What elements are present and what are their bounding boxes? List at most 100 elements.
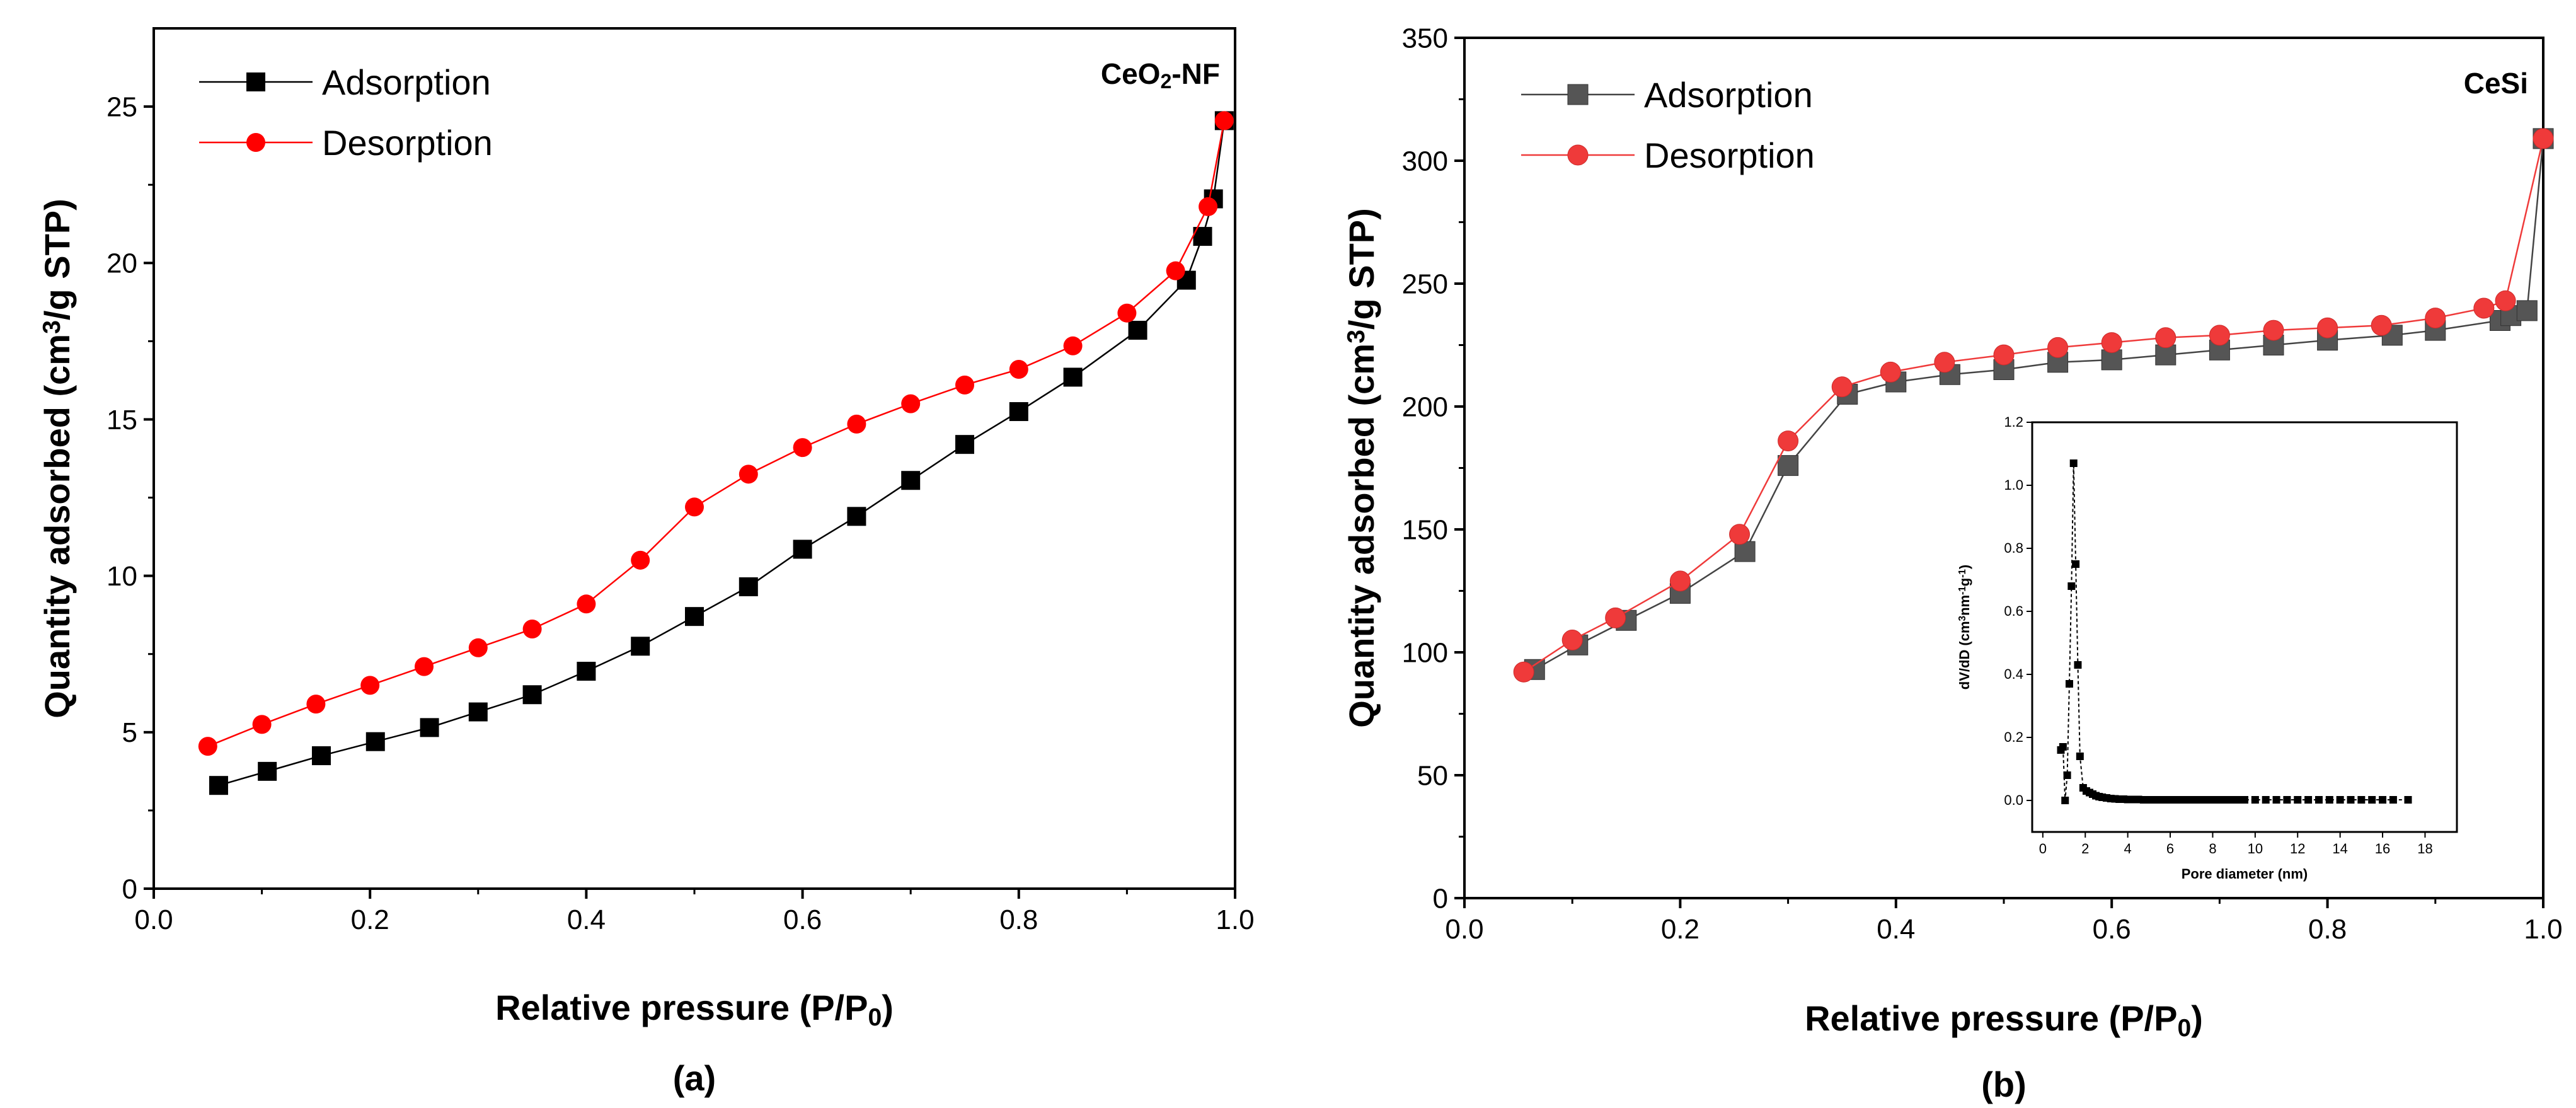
adsorption-point	[685, 607, 704, 626]
x-tick-label: 1.0	[1216, 904, 1254, 935]
inset-point	[2368, 796, 2376, 804]
desorption-point	[2473, 297, 2495, 319]
inset-x-tick-label: 12	[2290, 841, 2305, 857]
inset-y-tick-label: 0.6	[2004, 603, 2023, 619]
desorption-point	[2047, 337, 2069, 358]
desorption-point	[1605, 607, 1626, 628]
inset-x-tick-label: 18	[2417, 841, 2432, 857]
legend-label: Desorption	[1644, 136, 1815, 175]
inset-point	[2251, 796, 2259, 804]
sample-annotation: CeSi	[2464, 67, 2528, 100]
inset-point	[2059, 743, 2067, 751]
adsorption-point	[2155, 344, 2176, 366]
inset-y-tick-label: 0.2	[2004, 729, 2023, 745]
y-tick-label: 50	[1417, 760, 1448, 791]
desorption-point	[2317, 317, 2338, 338]
desorption-point	[1831, 376, 1853, 398]
desorption-point	[1561, 630, 1583, 650]
inset-x-tick-label: 8	[2209, 841, 2216, 857]
inset-point	[2325, 796, 2333, 804]
inset-point	[2074, 661, 2082, 669]
inset-point	[2067, 582, 2076, 590]
adsorption-point	[1734, 541, 1756, 562]
x-axis-title: Relative pressure (P/P0)	[1805, 998, 2203, 1042]
adsorption-point	[631, 637, 650, 656]
x-tick-label: 0.8	[2308, 914, 2347, 945]
y-tick-label: 10	[106, 561, 137, 592]
adsorption-point	[793, 540, 812, 559]
adsorption-point	[955, 435, 974, 454]
adsorption-point	[1128, 320, 1147, 340]
inset-frame	[2031, 421, 2458, 833]
adsorption-point	[468, 702, 488, 722]
inset-point	[2283, 796, 2291, 804]
inset-point	[2072, 560, 2080, 568]
desorption-point	[252, 715, 272, 734]
y-tick-label: 250	[1402, 268, 1448, 299]
desorption-point	[1166, 261, 1185, 280]
legend-entry-desorption: Desorption	[199, 123, 493, 163]
legend-marker	[1567, 84, 1589, 105]
inset-y-tick-label: 0.4	[2004, 666, 2023, 682]
inset-point	[2347, 796, 2355, 804]
desorption-point	[2495, 290, 2516, 311]
inset-point	[2404, 796, 2412, 804]
x-tick-label: 0.2	[351, 904, 389, 935]
desorption-point	[306, 695, 326, 714]
inset-point	[2272, 796, 2280, 804]
adsorption-point	[847, 507, 866, 526]
desorption-point	[1729, 524, 1751, 545]
y-axis-title: Quantity adsorbed (cm3/g STP)	[1342, 208, 1381, 728]
legend-marker	[246, 72, 265, 91]
inset-point	[2357, 796, 2366, 804]
inset-y-tick-label: 1.0	[2004, 477, 2023, 493]
inset-chart: 0 2 4 6 8 10 12 14 16 18 0.0 0.2 0.4 0.6 0.8 1.0 1.2 Pore…	[1957, 414, 2458, 882]
panel-a: 0.0 0.2 0.4 0.6 0.8 1.0 0 5 10 15 20 25 Relative pre…	[37, 27, 1255, 1098]
x-tick-label: 1.0	[2524, 914, 2562, 945]
x-tick-label: 0.8	[999, 904, 1038, 935]
inset-point	[2336, 796, 2344, 804]
inset-x-tick-label: 10	[2248, 841, 2263, 857]
desorption-point	[577, 594, 596, 614]
desorption-point	[360, 676, 380, 695]
inset-point	[2314, 796, 2323, 804]
inset-y-tick-label: 1.2	[2004, 414, 2023, 430]
x-tick-label: 0.6	[783, 904, 822, 935]
inset-point	[2063, 771, 2071, 779]
y-tick-label: 5	[122, 717, 137, 748]
subplot-label: (b)	[1981, 1065, 2027, 1104]
adsorption-point	[311, 746, 331, 766]
adsorption-point	[901, 471, 921, 490]
desorption-point	[901, 394, 921, 413]
desorption-point	[2209, 325, 2230, 346]
x-axis-title: Relative pressure (P/P0)	[495, 988, 894, 1031]
legend-label: Adsorption	[1644, 75, 1813, 115]
y-tick-label: 15	[106, 405, 137, 436]
desorption-point	[1199, 197, 1218, 216]
desorption-point	[1934, 352, 1955, 373]
desorption-point	[2155, 327, 2176, 349]
adsorption-point	[2101, 349, 2122, 371]
y-tick-label: 200	[1402, 391, 1448, 422]
desorption-point	[2371, 315, 2392, 336]
inset-point	[2389, 796, 2397, 804]
desorption-point	[1009, 360, 1028, 379]
desorption-point	[793, 438, 812, 458]
adsorption-point	[1009, 402, 1028, 422]
desorption-point	[1669, 570, 1691, 592]
legend-label: Adsorption	[322, 62, 491, 102]
y-tick-label: 25	[106, 91, 137, 122]
desorption-point	[2101, 332, 2122, 354]
desorption-point	[1063, 336, 1083, 355]
panel-b: 0.0 0.2 0.4 0.6 0.8 1.0050100150200250300350R…	[1342, 23, 2563, 1104]
legend-entry-adsorption: Adsorption	[1521, 75, 1813, 115]
y-tick-label: 20	[106, 248, 137, 279]
desorption-point	[2425, 308, 2446, 329]
y-axis-title: Quantity adsorbed (cm3/g STP)	[37, 199, 77, 718]
inset-point	[2379, 796, 2387, 804]
legend-marker	[246, 133, 265, 152]
desorption-point	[1214, 111, 1234, 130]
desorption-point	[2263, 320, 2284, 341]
desorption-point	[1778, 430, 1799, 452]
